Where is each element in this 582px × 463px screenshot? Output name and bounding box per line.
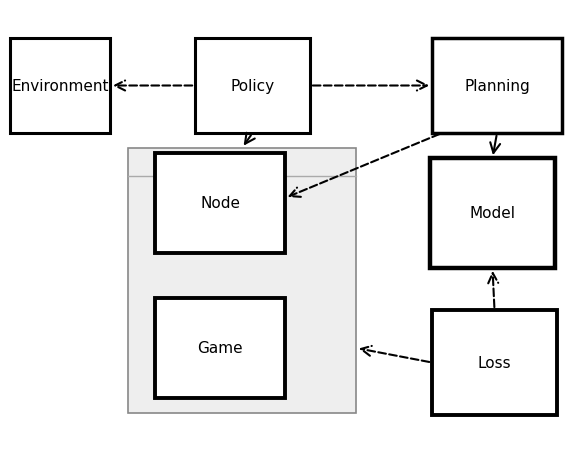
Bar bbox=[155, 298, 285, 398]
Bar bbox=[432, 39, 562, 134]
Text: Planning: Planning bbox=[464, 79, 530, 94]
Text: Node: Node bbox=[200, 196, 240, 211]
Text: Loss: Loss bbox=[478, 355, 512, 370]
Bar bbox=[155, 154, 285, 253]
Bar bbox=[128, 149, 356, 413]
Text: Environment: Environment bbox=[11, 79, 109, 94]
Bar bbox=[195, 39, 310, 134]
Bar bbox=[432, 310, 557, 415]
Text: Policy: Policy bbox=[230, 79, 275, 94]
Text: Data: Data bbox=[222, 155, 262, 170]
Bar bbox=[10, 39, 110, 134]
Text: Game: Game bbox=[197, 341, 243, 356]
Bar bbox=[430, 159, 555, 269]
Text: Model: Model bbox=[470, 206, 516, 221]
